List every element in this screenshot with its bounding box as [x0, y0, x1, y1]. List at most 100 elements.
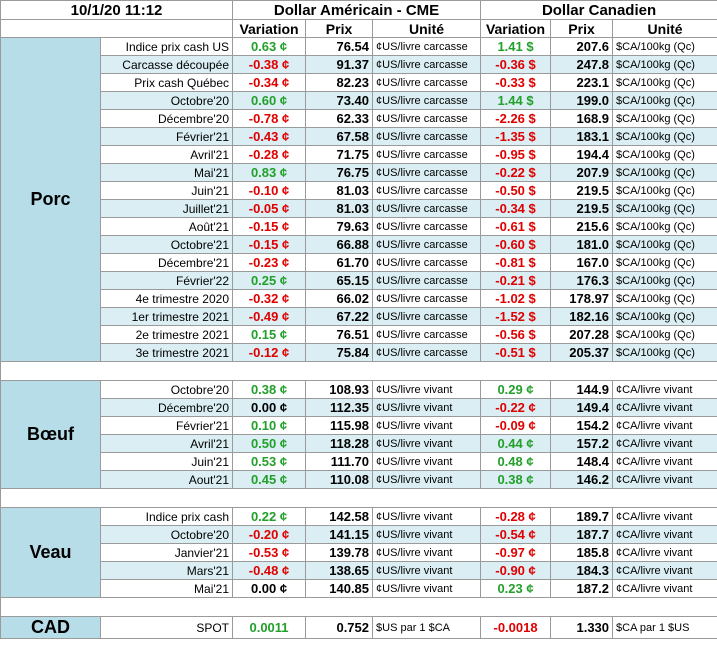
ca-price: 223.1 [550, 73, 614, 92]
price-table: 10/1/20 11:12 Dollar Américain - CME Dol… [0, 0, 717, 639]
us-price: 81.03 [305, 181, 374, 200]
ca-variation: 0.38 ¢ [480, 470, 552, 489]
row-label: Juin'21 [99, 181, 234, 200]
us-unit: ¢US/livre vivant [372, 525, 482, 544]
us-variation: -0.53 ¢ [232, 543, 307, 562]
data-row: Février'21 0.10 ¢ 115.98 ¢US/livre vivant -0… [1, 416, 717, 435]
ca-variation: -2.26 $ [480, 109, 552, 128]
us-price: 76.75 [305, 163, 374, 182]
us-unit: ¢US/livre vivant [372, 561, 482, 580]
column-header: Unité [612, 19, 717, 38]
ca-price: 194.4 [550, 145, 614, 164]
spacer-row [0, 488, 717, 508]
ca-unit: ¢CA/livre vivant [612, 398, 717, 417]
header-row: 10/1/20 11:12 Dollar Américain - CME Dol… [0, 0, 717, 20]
spacer-row [0, 361, 717, 381]
ca-price: 199.0 [550, 91, 614, 110]
row-label: Indice prix cash [99, 507, 234, 526]
us-price: 0.752 [305, 616, 374, 639]
us-price: 81.03 [305, 199, 374, 218]
ca-price: 149.4 [550, 398, 614, 417]
us-price: 140.85 [305, 579, 374, 598]
table-body: 10/1/20 11:12 Dollar Américain - CME Dol… [0, 0, 717, 639]
ca-price: 183.1 [550, 127, 614, 146]
ca-variation: -0.34 $ [480, 199, 552, 218]
data-row: Octobre'21 -0.15 ¢ 66.88 ¢US/livre carcasse… [1, 235, 717, 254]
us-variation: 0.22 ¢ [232, 507, 307, 526]
us-variation: 0.45 ¢ [232, 470, 307, 489]
us-unit: ¢US/livre carcasse [372, 325, 482, 344]
ca-unit: $CA/100kg (Qc) [612, 109, 717, 128]
ca-price: 207.9 [550, 163, 614, 182]
data-row: Octobre'20 0.60 ¢ 73.40 ¢US/livre carcasse 1… [1, 91, 717, 110]
us-variation: 0.00 ¢ [232, 398, 307, 417]
ca-price: 185.8 [550, 543, 614, 562]
us-unit: ¢US/livre vivant [372, 579, 482, 598]
ca-price: 144.9 [550, 380, 614, 399]
us-unit: ¢US/livre vivant [372, 452, 482, 471]
us-variation: 0.00 ¢ [232, 579, 307, 598]
us-unit: ¢US/livre carcasse [372, 91, 482, 110]
ca-price: 189.7 [550, 507, 614, 526]
us-price: 76.51 [305, 325, 374, 344]
ca-variation: -0.22 $ [480, 163, 552, 182]
us-price: 110.08 [305, 470, 374, 489]
ca-variation: 0.23 ¢ [480, 579, 552, 598]
ca-variation: -0.22 ¢ [480, 398, 552, 417]
us-variation: -0.10 ¢ [232, 181, 307, 200]
us-variation: -0.32 ¢ [232, 289, 307, 308]
us-price: 108.93 [305, 380, 374, 399]
us-unit: $US par 1 $CA [372, 616, 482, 639]
us-price: 67.22 [305, 307, 374, 326]
row-label: Aout'21 [99, 470, 234, 489]
ca-price: 219.5 [550, 181, 614, 200]
us-unit: ¢US/livre carcasse [372, 271, 482, 290]
data-row: Mars'21 -0.48 ¢ 138.65 ¢US/livre vivant -0.9… [1, 561, 717, 580]
ca-unit: $CA/100kg (Qc) [612, 253, 717, 272]
row-label: 2e trimestre 2021 [99, 325, 234, 344]
ca-price: 184.3 [550, 561, 614, 580]
ca-variation: -0.0018 [480, 616, 552, 639]
us-unit: ¢US/livre vivant [372, 416, 482, 435]
us-variation: 0.83 ¢ [232, 163, 307, 182]
ca-unit: ¢CA/livre vivant [612, 525, 717, 544]
row-label: Février'21 [99, 416, 234, 435]
section-label: CAD [0, 616, 101, 639]
ca-variation: -0.61 $ [480, 217, 552, 236]
ca-unit: $CA/100kg (Qc) [612, 73, 717, 92]
us-price: 75.84 [305, 343, 374, 362]
us-unit: ¢US/livre carcasse [372, 253, 482, 272]
us-variation: -0.38 ¢ [232, 55, 307, 74]
us-price: 62.33 [305, 109, 374, 128]
data-row: Avril'21 0.50 ¢ 118.28 ¢US/livre vivant 0.44… [1, 434, 717, 453]
ca-variation: -0.28 ¢ [480, 507, 552, 526]
data-row: Décembre'20 0.00 ¢ 112.35 ¢US/livre vivant -… [1, 398, 717, 417]
data-row: Juin'21 0.53 ¢ 111.70 ¢US/livre vivant 0.48 … [1, 452, 717, 471]
ca-price: 207.6 [550, 37, 614, 56]
us-variation: 0.60 ¢ [232, 91, 307, 110]
us-unit: ¢US/livre carcasse [372, 73, 482, 92]
us-variation: -0.05 ¢ [232, 199, 307, 218]
ca-price: 176.3 [550, 271, 614, 290]
ca-unit: ¢CA/livre vivant [612, 452, 717, 471]
us-unit: ¢US/livre vivant [372, 507, 482, 526]
us-variation: 0.63 ¢ [232, 37, 307, 56]
us-unit: ¢US/livre carcasse [372, 289, 482, 308]
ca-price: 178.97 [550, 289, 614, 308]
spacer [0, 597, 717, 617]
ca-unit: ¢CA/livre vivant [612, 507, 717, 526]
data-row: 3e trimestre 2021 -0.12 ¢ 75.84 ¢US/livre c… [1, 343, 717, 362]
ca-variation: -0.90 ¢ [480, 561, 552, 580]
us-price: 71.75 [305, 145, 374, 164]
ca-price: 187.2 [550, 579, 614, 598]
us-variation: 0.0011 [232, 616, 307, 639]
data-row: Février'21 -0.43 ¢ 67.58 ¢US/livre carcasse… [1, 127, 717, 146]
ca-variation: -0.54 ¢ [480, 525, 552, 544]
us-unit: ¢US/livre carcasse [372, 37, 482, 56]
data-row: 2e trimestre 2021 0.15 ¢ 76.51 ¢US/livre ca… [1, 325, 717, 344]
ca-unit: $CA/100kg (Qc) [612, 271, 717, 290]
section-label: Veau [0, 507, 101, 598]
column-header: Variation [232, 19, 307, 38]
ca-variation: -1.35 $ [480, 127, 552, 146]
us-variation: 0.10 ¢ [232, 416, 307, 435]
